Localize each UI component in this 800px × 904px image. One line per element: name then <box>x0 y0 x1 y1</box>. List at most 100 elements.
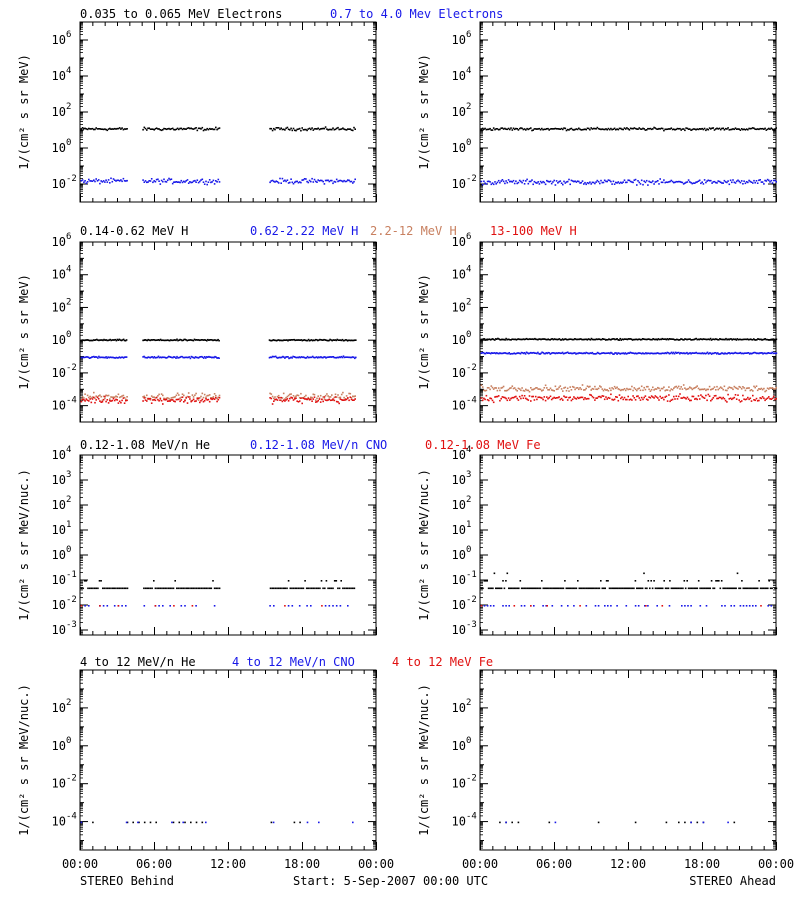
data-point <box>754 588 756 590</box>
data-point <box>560 588 562 590</box>
data-point <box>555 184 557 186</box>
data-point <box>693 396 695 398</box>
data-point <box>218 340 220 342</box>
data-point <box>524 183 526 185</box>
data-point <box>288 605 290 607</box>
data-point <box>577 387 579 389</box>
data-point <box>538 588 540 590</box>
data-point <box>289 182 291 184</box>
data-point <box>92 822 94 824</box>
data-point <box>748 588 750 590</box>
data-point <box>730 588 732 590</box>
data-point <box>314 179 316 181</box>
data-point <box>337 127 339 129</box>
data-point <box>216 588 218 590</box>
data-point <box>552 181 554 183</box>
legend-entry: 0.62-2.22 MeV H <box>250 224 358 238</box>
y-tick-exponent: 2 <box>466 102 471 112</box>
data-point <box>750 588 752 590</box>
data-point <box>117 588 119 590</box>
data-point <box>608 390 610 392</box>
data-point <box>489 389 491 391</box>
data-point <box>484 605 486 607</box>
legend-entry: 4 to 12 MeV/n He <box>80 655 196 669</box>
data-point <box>501 588 503 590</box>
data-point <box>743 588 745 590</box>
data-point <box>510 127 512 129</box>
data-point <box>530 588 532 590</box>
data-point <box>566 396 568 398</box>
data-point <box>272 403 274 405</box>
data-point <box>775 127 777 129</box>
data-point <box>688 388 690 390</box>
data-point <box>727 180 729 182</box>
data-point <box>142 400 144 402</box>
data-point <box>481 181 483 183</box>
data-point <box>109 588 111 590</box>
data-point <box>125 588 127 590</box>
y-axis-label: 1/(cm² s sr MeV) <box>17 54 31 170</box>
data-point <box>607 605 609 607</box>
data-point <box>617 588 619 590</box>
y-tick-label: 10 <box>452 333 466 347</box>
data-point <box>622 129 624 131</box>
data-point <box>168 588 170 590</box>
data-point <box>280 588 282 590</box>
data-point <box>294 822 296 824</box>
data-point <box>204 400 206 402</box>
data-point <box>774 588 776 590</box>
data-point <box>146 400 148 402</box>
data-point <box>166 181 168 183</box>
y-tick-exponent: -3 <box>66 620 77 630</box>
data-point <box>581 182 583 184</box>
data-point <box>309 588 311 590</box>
data-point <box>530 387 532 389</box>
y-tick-exponent: 1 <box>466 520 471 530</box>
data-point <box>529 395 531 397</box>
data-point <box>300 393 302 395</box>
y-tick-exponent: -2 <box>466 174 477 184</box>
data-point <box>109 398 111 400</box>
data-point <box>156 588 158 590</box>
data-point <box>574 389 576 391</box>
data-point <box>510 387 512 389</box>
data-point <box>610 394 612 396</box>
y-tick-label: 10 <box>52 366 66 380</box>
data-point <box>541 580 543 582</box>
data-point <box>666 588 668 590</box>
data-point <box>171 588 173 590</box>
series-black <box>81 822 301 824</box>
y-tick-label: 10 <box>452 177 466 191</box>
data-point <box>721 387 723 389</box>
data-point <box>707 352 709 354</box>
data-point <box>573 588 575 590</box>
data-point <box>305 178 307 180</box>
data-point <box>324 396 326 398</box>
data-point <box>503 386 505 388</box>
data-point <box>667 389 669 391</box>
data-point <box>524 588 526 590</box>
data-point <box>313 398 315 400</box>
data-point <box>626 182 628 184</box>
data-point <box>728 588 730 590</box>
data-point <box>171 822 173 824</box>
data-point <box>708 389 710 391</box>
data-point <box>125 605 127 607</box>
y-tick-exponent: 2 <box>466 495 471 505</box>
data-point <box>774 180 776 182</box>
data-point <box>218 179 220 181</box>
data-point <box>525 588 527 590</box>
data-point <box>497 390 499 392</box>
data-point <box>486 390 488 392</box>
data-point <box>622 181 624 183</box>
data-point <box>347 397 349 399</box>
data-point <box>651 389 653 391</box>
data-point <box>583 399 585 401</box>
data-point <box>84 580 86 582</box>
data-point <box>218 399 220 401</box>
data-point <box>201 588 203 590</box>
data-point <box>197 130 199 132</box>
y-tick-label: 10 <box>452 300 466 314</box>
y-tick-exponent: -2 <box>66 363 77 373</box>
data-point <box>520 398 522 400</box>
